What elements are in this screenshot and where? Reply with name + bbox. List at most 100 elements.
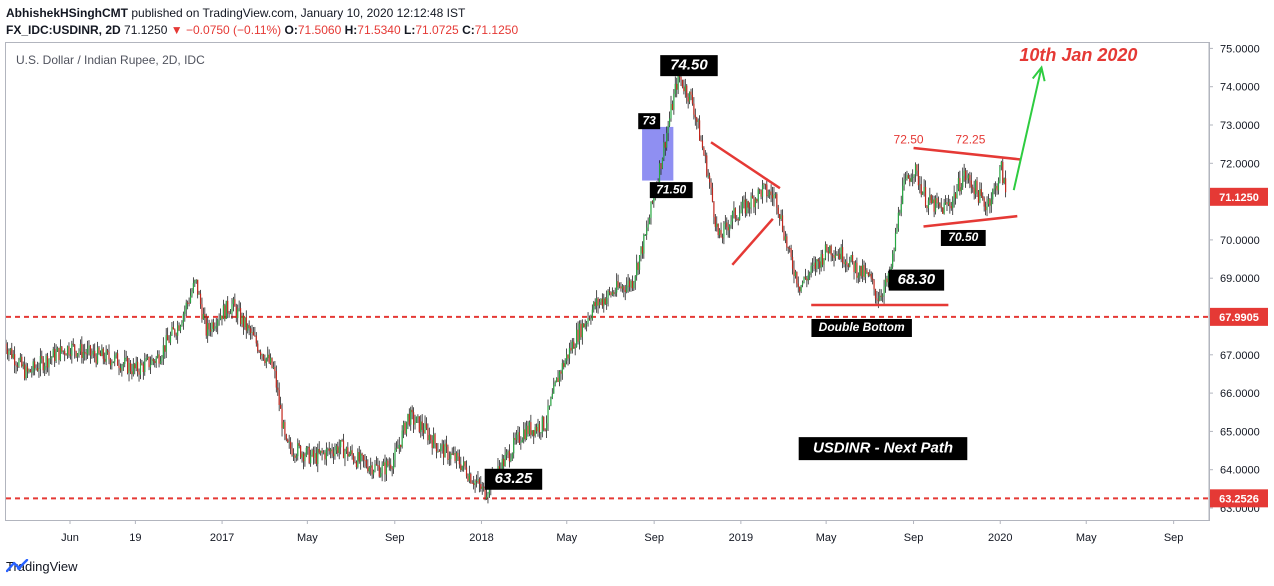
candle-body (468, 473, 470, 481)
candle-body (591, 309, 593, 319)
candle-body (922, 192, 924, 195)
price-tick-label: 70.0000 (1220, 235, 1260, 247)
candle-body (75, 351, 77, 357)
footer-brand[interactable]: TradingView (6, 559, 78, 574)
candle-body (557, 377, 559, 383)
candle-body (192, 283, 194, 292)
candle-body (24, 364, 26, 379)
candle-body (454, 453, 456, 461)
candle-body (797, 283, 799, 287)
candle-body (879, 295, 881, 301)
candle-body (744, 199, 746, 214)
candle-body (208, 323, 210, 330)
candle-body (391, 468, 393, 470)
candle-body (341, 440, 343, 442)
candle-body (611, 292, 613, 296)
candle-body (211, 322, 213, 332)
candle-body (954, 193, 957, 198)
candle-body (949, 202, 951, 207)
candle-body (275, 371, 277, 388)
candle-body (411, 409, 413, 413)
candle-body (144, 360, 146, 373)
candle-body (425, 423, 428, 429)
candle-body (807, 275, 809, 281)
candle-body (66, 346, 69, 356)
candle-body (503, 458, 505, 467)
candle-body (914, 164, 917, 175)
candle-body (919, 184, 921, 186)
candle-body (394, 449, 396, 460)
candle-body (116, 353, 119, 366)
candle-body (1003, 178, 1005, 184)
candle-body (696, 117, 698, 122)
author-name[interactable]: AbhishekHSinghCMT (6, 6, 128, 20)
candle-body (111, 362, 113, 366)
candle-body (251, 331, 253, 333)
label-low: 63.25 (495, 470, 533, 487)
candle-body (234, 299, 236, 307)
candle-body (551, 393, 553, 399)
candle-body (128, 362, 130, 374)
candle-body (179, 325, 182, 331)
candle-body (540, 432, 542, 434)
candle-body (987, 199, 990, 204)
candle-body (710, 182, 712, 188)
candle-body (324, 452, 326, 460)
candle-body (282, 422, 285, 429)
candle-body (6, 349, 9, 355)
candle-body (185, 302, 187, 310)
candle-body (453, 453, 455, 455)
candle-body (217, 320, 219, 327)
candle-body (830, 245, 832, 256)
candle-body (99, 353, 102, 356)
candle-body (181, 322, 183, 326)
candle-body (1005, 178, 1007, 193)
candle-body (910, 177, 912, 182)
candle-body (249, 328, 252, 333)
candle-body (989, 199, 991, 206)
candle-body (141, 363, 143, 365)
candle-body (803, 276, 805, 283)
candle-body (520, 442, 522, 444)
price-tick-label: 65.0000 (1220, 426, 1260, 438)
candle-body (421, 421, 423, 430)
candle-body (475, 481, 478, 483)
candle-body (204, 314, 206, 317)
candle-body (600, 298, 602, 303)
candle-body (265, 358, 267, 364)
current-price-badge: 71.1250 (1219, 192, 1259, 204)
candle-body (947, 202, 950, 205)
candle-body (760, 190, 762, 197)
candle-body (162, 345, 164, 358)
candle-body (420, 421, 422, 432)
candle-body (338, 447, 340, 454)
candle-body (900, 203, 902, 213)
candle-body (252, 331, 255, 336)
candle-body (570, 348, 572, 351)
candle-body (601, 298, 603, 306)
candle-body (115, 353, 117, 356)
candle-body (362, 455, 365, 461)
candle-body (913, 174, 915, 177)
candle-body (202, 314, 204, 320)
label-triangle-bottom-bg (940, 229, 986, 246)
candle-body (897, 212, 899, 229)
candle-body (820, 253, 822, 268)
candle-body (960, 187, 962, 192)
candle-body (367, 466, 369, 472)
candle-body (450, 453, 452, 459)
candle-body (531, 430, 533, 435)
close-value: 71.1250 (474, 23, 519, 37)
candle-body (704, 155, 706, 157)
candle-body (16, 365, 19, 367)
time-tick-label: Sep (1164, 532, 1184, 544)
candle-body (620, 286, 622, 289)
candle-body (9, 348, 11, 351)
candle-body (104, 358, 106, 362)
candle-body (698, 120, 701, 141)
candle-body (69, 354, 71, 356)
candle-body (182, 314, 184, 323)
candle-body (184, 309, 186, 315)
candle-body (614, 292, 616, 294)
